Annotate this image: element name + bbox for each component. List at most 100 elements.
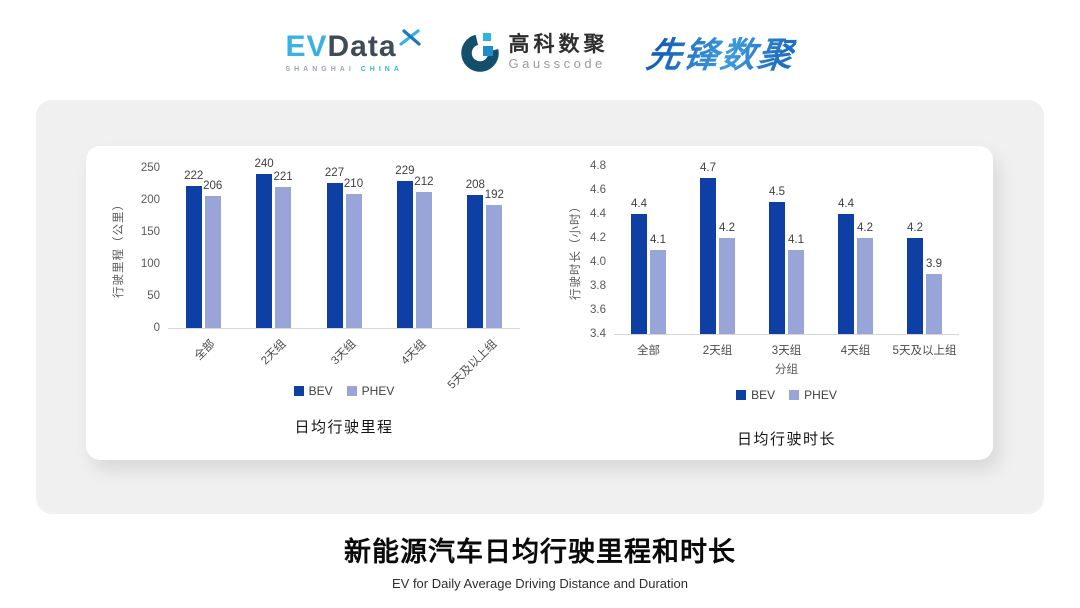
bar-bev [769, 202, 785, 334]
y-tick-label: 3.6 [590, 304, 606, 316]
y-tick-label: 4.6 [590, 184, 606, 196]
gausscode-en-text: Gausscode [508, 55, 606, 71]
evdata-subtitle: SHANGHAI CHINA [285, 66, 402, 73]
bar-bev [396, 181, 413, 328]
value-label: 210 [343, 177, 364, 190]
evdata-ev-text: EV [285, 29, 328, 63]
x-category-label: 全部 [637, 345, 660, 357]
bar-bev [700, 178, 716, 334]
y-tick-label: 3.8 [590, 280, 606, 292]
value-label: 4.1 [650, 234, 666, 246]
gausscode-text: 高科数聚 Gausscode [509, 33, 609, 72]
legend-swatch-phev [789, 390, 800, 400]
bar-bev [326, 182, 343, 328]
bar-phev [857, 238, 873, 334]
value-label: 206 [203, 180, 223, 193]
main-subtitle: EV for Daily Average Driving Distance an… [391, 576, 689, 591]
chart-title: 日均行驶时长 [736, 431, 836, 448]
x-category-label: 3天组 [329, 338, 359, 368]
legend-item-phev: PHEV [789, 388, 837, 402]
legend-item-bev: BEV [736, 388, 775, 402]
gausscode-g-icon [460, 33, 499, 72]
value-label: 4.1 [788, 234, 804, 246]
value-label: 4.2 [719, 222, 735, 234]
value-label: 212 [414, 176, 434, 189]
y-tick-label: 100 [140, 258, 160, 270]
bar-phev [719, 238, 735, 334]
value-label: 240 [254, 158, 274, 171]
bar-phev [204, 196, 221, 328]
chart-daily-duration: 3.4 3.6 3.8 4.0 4.2 4.4 4.6 4.8 4.4 4.1 全部 4.7 4.2 2天… [564, 154, 989, 454]
legend-item-bev: BEV [293, 384, 333, 398]
evdata-logo: EV Data SHANGHAI CHINA [285, 28, 421, 73]
x-category-label: 4天组 [399, 338, 429, 368]
y-axis-title: 行驶时长（小时） [570, 200, 582, 300]
legend-item-phev: PHEV [346, 384, 395, 398]
y-tick-label: 0 [153, 322, 160, 334]
legend-label: PHEV [804, 388, 837, 402]
x-axis-title: 分组 [775, 364, 798, 376]
main-title: 新能源汽车日均行驶里程和时长 [344, 537, 736, 567]
legend-label: BEV [308, 384, 333, 398]
y-tick-label: 4.2 [590, 232, 606, 244]
evdata-star-icon [398, 28, 421, 46]
y-tick-label: 150 [140, 226, 160, 238]
gausscode-cn-text: 高科数聚 [508, 32, 609, 56]
bar-phev [275, 186, 292, 328]
legend-label: PHEV [361, 384, 395, 398]
header-logos: EV Data SHANGHAI CHINA 高科数聚 Gausscode [0, 16, 1080, 88]
evdata-sub-shanghai: SHANGHAI [285, 65, 355, 73]
chart-title: 日均行驶里程 [294, 419, 394, 436]
y-tick-label: 4.8 [590, 160, 606, 172]
value-label: 208 [465, 178, 485, 191]
chart-card: 0 50 100 150 200 250 222 206 全部 240 221 2天组 227 210 3天… [86, 146, 993, 460]
bar-phev [650, 250, 666, 334]
caption: 新能源汽车日均行驶里程和时长 EV for Daily Average Driv… [0, 530, 1080, 591]
xianfeng-logo: 先锋数聚 [643, 27, 798, 78]
x-axis-line [168, 328, 520, 329]
bar-bev [256, 174, 273, 328]
y-tick-label: 200 [140, 194, 160, 206]
value-label: 4.4 [631, 198, 647, 210]
value-label: 229 [395, 165, 415, 178]
x-category-label: 2天组 [258, 338, 289, 368]
x-category-label: 全部 [192, 338, 218, 363]
legend-swatch-phev [346, 386, 357, 396]
value-label: 4.2 [907, 222, 923, 234]
y-axis-title: 行驶里程（公里） [113, 198, 125, 298]
legend-swatch-bev [293, 386, 304, 396]
bar-bev [838, 214, 854, 334]
bar-phev [788, 250, 804, 334]
bar-phev [486, 205, 503, 328]
value-label: 221 [273, 170, 293, 183]
x-category-label: 3天组 [771, 345, 802, 357]
legend-label: BEV [751, 388, 776, 402]
value-label: 4.4 [838, 198, 854, 210]
evdata-sub-china: CHINA [360, 65, 403, 73]
x-category-label: 4天组 [840, 345, 871, 357]
y-tick-label: 250 [140, 162, 160, 174]
value-label: 192 [484, 189, 504, 202]
value-label: 4.2 [857, 222, 873, 234]
value-label: 3.9 [926, 258, 942, 270]
x-category-label: 2天组 [702, 345, 733, 357]
legend: BEV PHEV [614, 388, 959, 402]
bar-bev [467, 194, 484, 328]
evdata-wordmark: EV Data [285, 28, 421, 63]
evdata-data-text: Data [327, 29, 397, 63]
x-category-label: 5天及以上组 [892, 345, 957, 357]
y-tick-label: 4.0 [590, 256, 606, 268]
bar-bev [907, 238, 923, 334]
y-tick-label: 4.4 [590, 208, 606, 220]
value-label: 227 [324, 166, 345, 179]
value-label: 4.5 [769, 186, 785, 198]
chart-panel: 0 50 100 150 200 250 222 206 全部 240 221 2天组 227 210 3天… [36, 100, 1044, 514]
bar-bev [631, 214, 647, 334]
bar-phev [345, 193, 362, 328]
legend: BEV PHEV [168, 384, 520, 398]
value-label: 4.7 [700, 162, 716, 174]
bar-phev [926, 274, 942, 334]
y-tick-label: 3.4 [590, 328, 606, 340]
x-axis-line [614, 334, 959, 335]
